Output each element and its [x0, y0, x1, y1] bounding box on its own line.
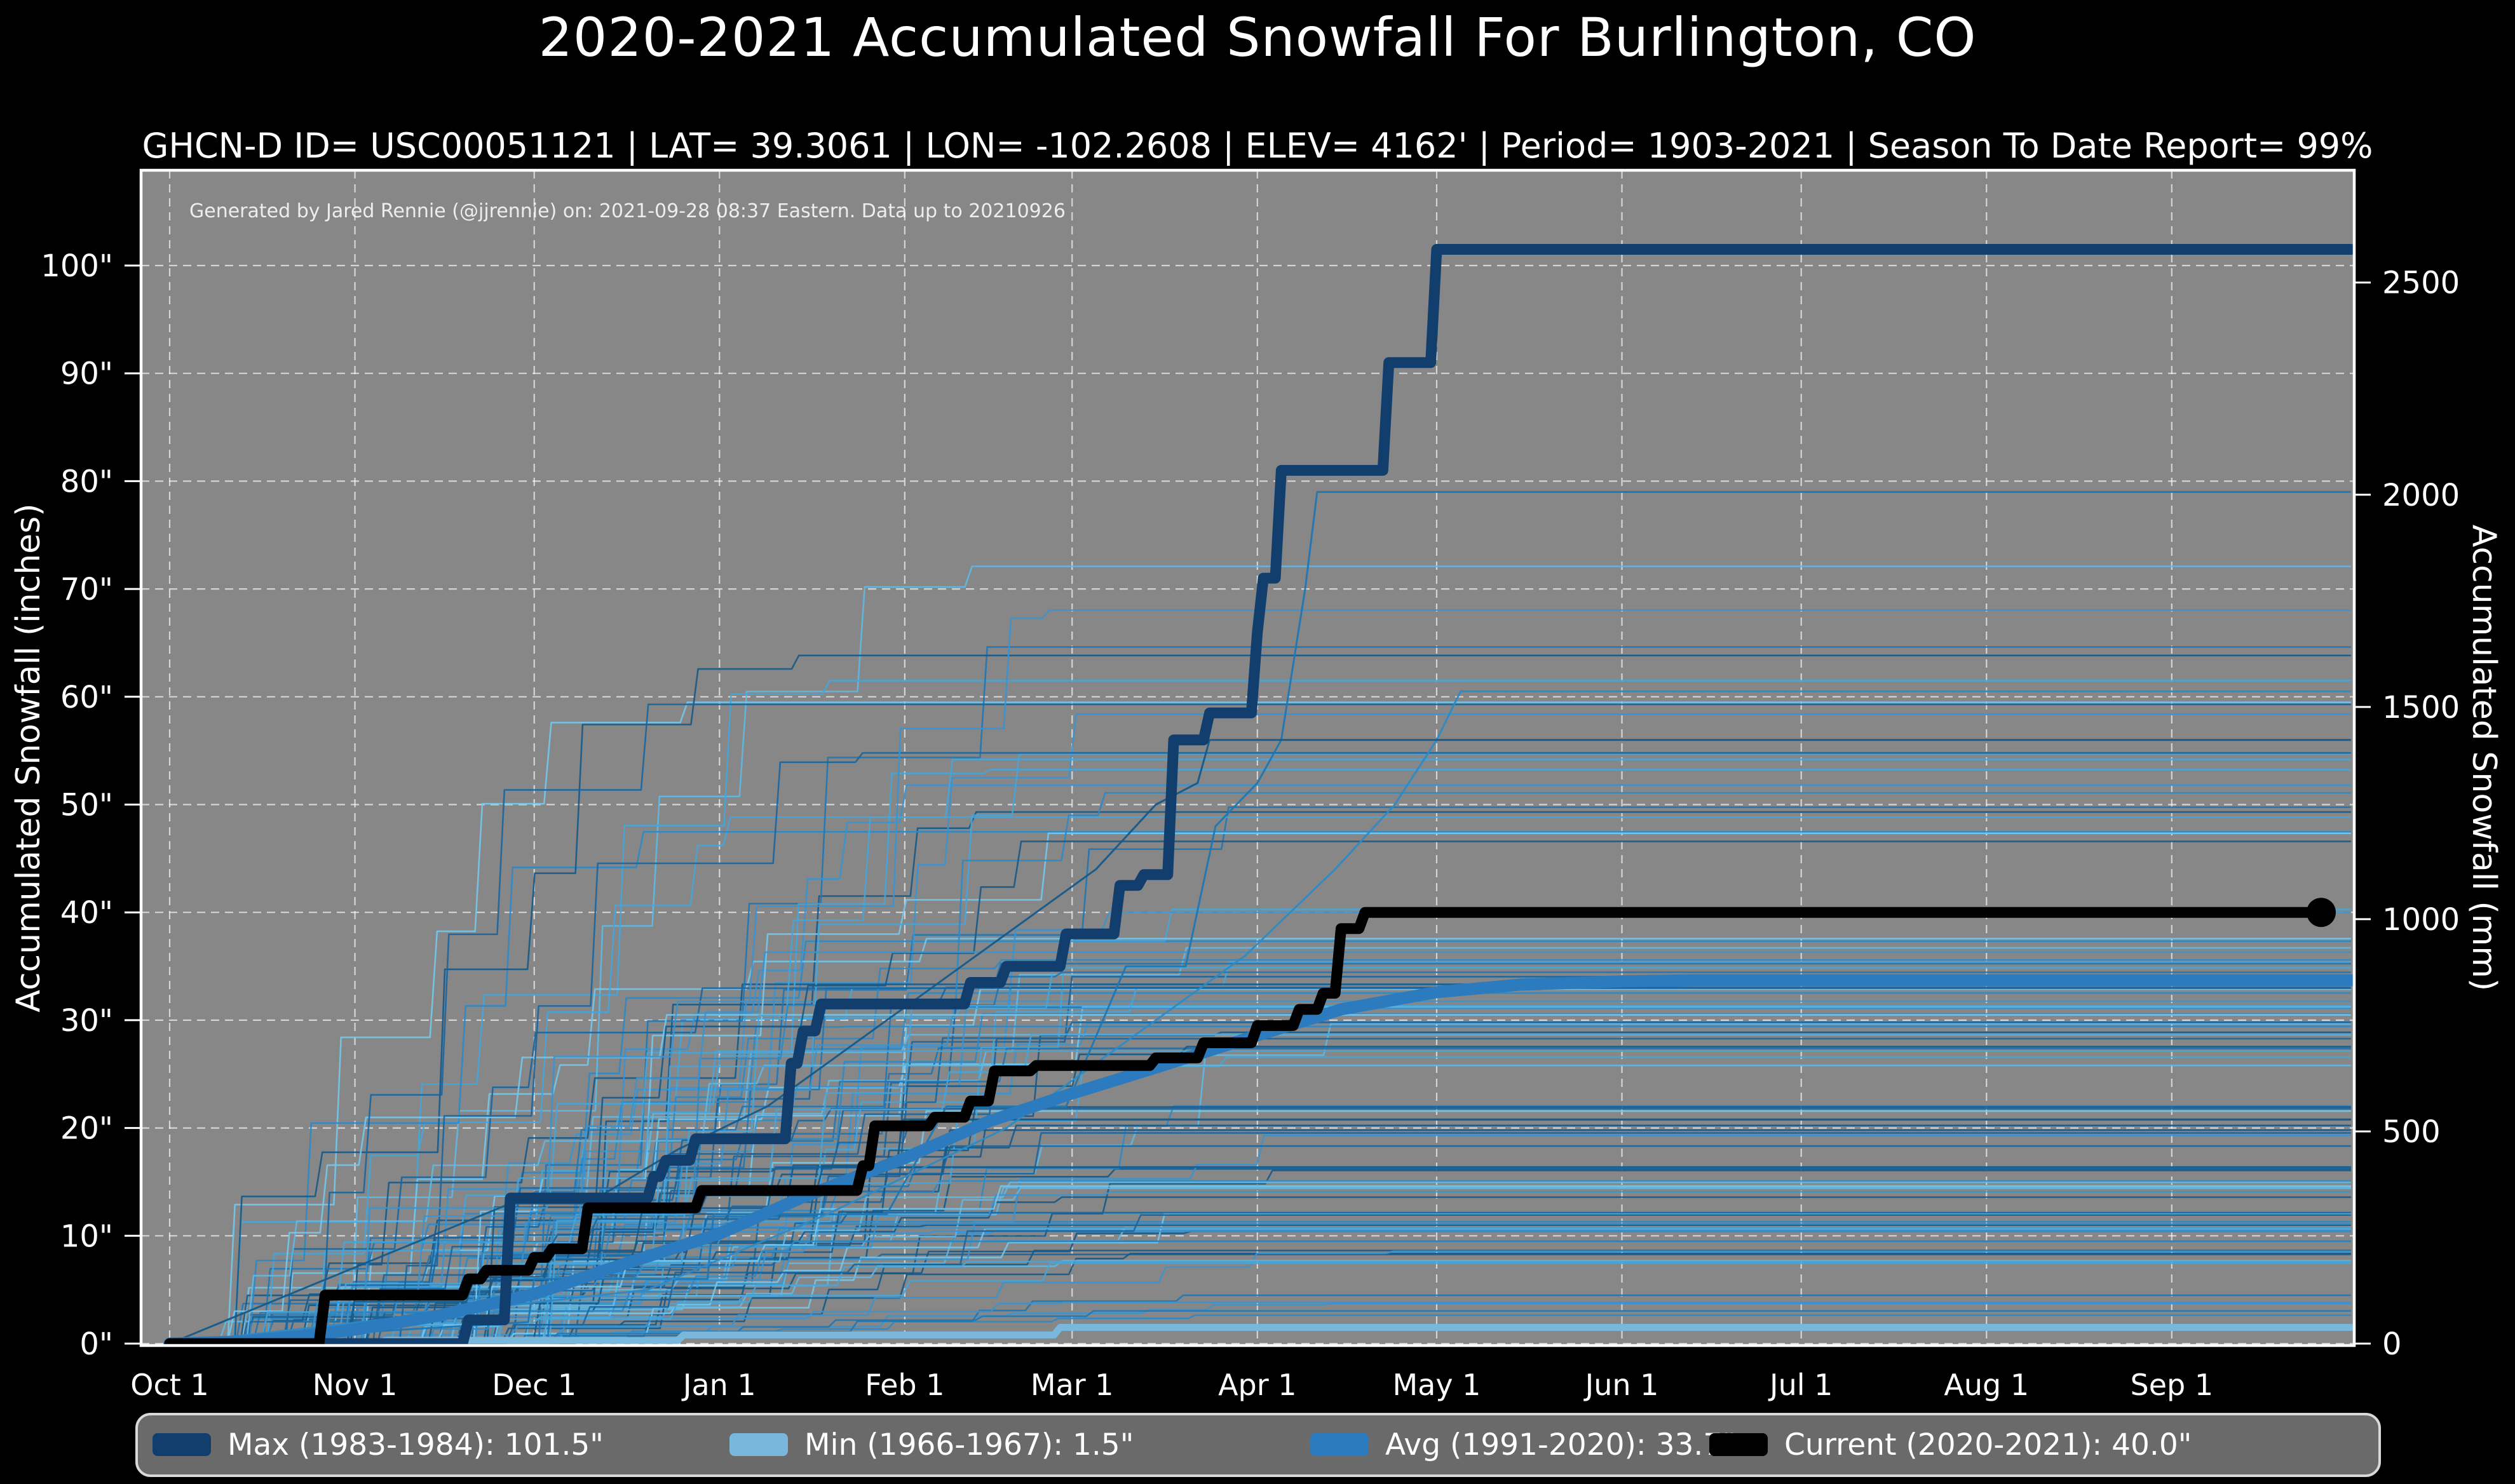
y-left-tick-label: 10": [60, 1218, 113, 1254]
y-axis-label-right: Accumulated Snowfall (mm): [2465, 525, 2503, 991]
legend-item-max: Max (1983-1984): 101.5": [153, 1427, 604, 1462]
series-current-line: [164, 907, 2327, 1346]
page-subtitle: GHCN-D ID= USC00051121 | LAT= 39.3061 | …: [142, 126, 2373, 166]
page-title: 2020-2021 Accumulated Snowfall For Burli…: [538, 6, 1977, 69]
background-year-line: [170, 1185, 2351, 1345]
background-year-line: [170, 1240, 2351, 1345]
current-endpoint-marker: [2306, 898, 2336, 928]
background-year-line: [170, 966, 2351, 1345]
background-year-line: [170, 831, 2351, 1345]
y-right-tick-label: 1500: [2382, 690, 2460, 725]
background-year-line: [170, 1064, 2351, 1345]
x-tick-label: Dec 1: [492, 1368, 576, 1402]
legend: Max (1983-1984): 101.5" Min (1966-1967): …: [135, 1413, 2381, 1477]
background-year-line: [170, 911, 2351, 1345]
x-tick-label: Oct 1: [130, 1368, 208, 1402]
background-year-line: [170, 646, 2351, 1345]
background-year-line: [170, 565, 2351, 1345]
background-year-line: [170, 752, 2351, 1345]
x-tick-label: May 1: [1392, 1368, 1481, 1402]
background-year-line: [170, 1166, 2351, 1345]
background-year-line: [170, 832, 2351, 1345]
y-left-tick-label: 30": [60, 1003, 113, 1039]
y-left-tick-label: 20": [60, 1111, 113, 1147]
background-year-line: [170, 609, 2351, 1345]
legend-swatch-current: [1709, 1433, 1768, 1456]
y-left-tick-label: 60": [60, 680, 113, 715]
background-year-line: [170, 1050, 2351, 1345]
y-left-tick-label: 100": [41, 248, 113, 284]
background-year-line: [170, 1187, 2351, 1345]
background-year-line: [170, 962, 2351, 1345]
background-year-line: [170, 703, 2351, 1345]
background-year-line: [170, 840, 2351, 1345]
background-year-line: [170, 753, 2351, 1345]
main-series: [163, 244, 2354, 1346]
plot-area: [141, 170, 2354, 1346]
x-tick-label: Jun 1: [1583, 1368, 1659, 1402]
background-year-line: [170, 1025, 2351, 1345]
y-left-tick-label: 50": [60, 788, 113, 823]
y-left-tick-label: 90": [60, 356, 113, 392]
background-year-line: [170, 1253, 2351, 1345]
background-year-line: [170, 1250, 2351, 1345]
x-tick-label: Jul 1: [1768, 1368, 1833, 1402]
background-year-line-notable: [169, 490, 2351, 1345]
x-tick-label: Apr 1: [1218, 1368, 1296, 1402]
series-avg-line: [163, 974, 2354, 1346]
legend-label-current: Current (2020-2021): 40.0": [1784, 1427, 2192, 1462]
background-year-line: [170, 1145, 2351, 1345]
y-right-tick-label: 2500: [2382, 266, 2460, 301]
legend-swatch-max: [153, 1433, 211, 1456]
y-left-tick-label: 0": [79, 1326, 113, 1362]
legend-item-min: Min (1966-1967): 1.5": [729, 1427, 1134, 1462]
plot-border: [139, 168, 2356, 1347]
background-year-line: [170, 784, 2351, 1345]
background-year-line: [170, 1294, 2351, 1345]
legend-label-min: Min (1966-1967): 1.5": [804, 1427, 1134, 1462]
background-year-line: [170, 983, 2351, 1345]
y-right-tick-label: 1000: [2382, 902, 2460, 938]
y-right-tick-label: 0: [2382, 1326, 2402, 1362]
y-left-tick-label: 70": [60, 572, 113, 607]
y-left-tick-label: 40": [60, 895, 113, 931]
x-tick-label: Feb 1: [865, 1368, 944, 1402]
background-year-lines: [169, 490, 2351, 1345]
y-right-tick-label: 500: [2382, 1114, 2441, 1150]
x-tick-label: Sep 1: [2131, 1368, 2214, 1402]
attribution-text: Generated by Jared Rennie (@jjrennie) on…: [189, 200, 1066, 222]
y-left-tick-label: 80": [60, 464, 113, 499]
legend-item-current: Current (2020-2021): 40.0": [1709, 1427, 2192, 1462]
background-year-line: [170, 1005, 2351, 1345]
background-year-line: [170, 1214, 2351, 1345]
background-year-line: [170, 1262, 2351, 1345]
background-year-line: [170, 701, 2351, 1345]
x-tick-label: Mar 1: [1031, 1368, 1114, 1402]
background-year-line-notable: [169, 690, 2351, 1345]
x-tick-label: Jan 1: [681, 1368, 756, 1402]
legend-label-avg: Avg (1991-2020): 33.7": [1385, 1427, 1736, 1462]
legend-box: [135, 1413, 2381, 1477]
background-year-line: [170, 1056, 2351, 1345]
background-year-line: [170, 654, 2351, 1345]
background-year-line: [170, 988, 2351, 1345]
legend-swatch-min: [729, 1433, 788, 1456]
y-right-tick-label: 2000: [2382, 478, 2460, 513]
background-year-line: [170, 1108, 2351, 1345]
legend-swatch-avg: [1310, 1433, 1369, 1456]
x-tick-label: Aug 1: [1944, 1368, 2029, 1402]
legend-label-max: Max (1983-1984): 101.5": [227, 1427, 604, 1462]
background-year-line: [170, 1023, 2351, 1345]
series-max-line: [164, 244, 2354, 1346]
background-year-line: [170, 951, 2351, 1345]
x-tick-label: Nov 1: [313, 1368, 398, 1402]
y-axis-label-left: Accumulated Snowfall (inches): [10, 503, 48, 1012]
background-year-line: [170, 816, 2351, 1345]
legend-item-avg: Avg (1991-2020): 33.7": [1310, 1427, 1736, 1462]
